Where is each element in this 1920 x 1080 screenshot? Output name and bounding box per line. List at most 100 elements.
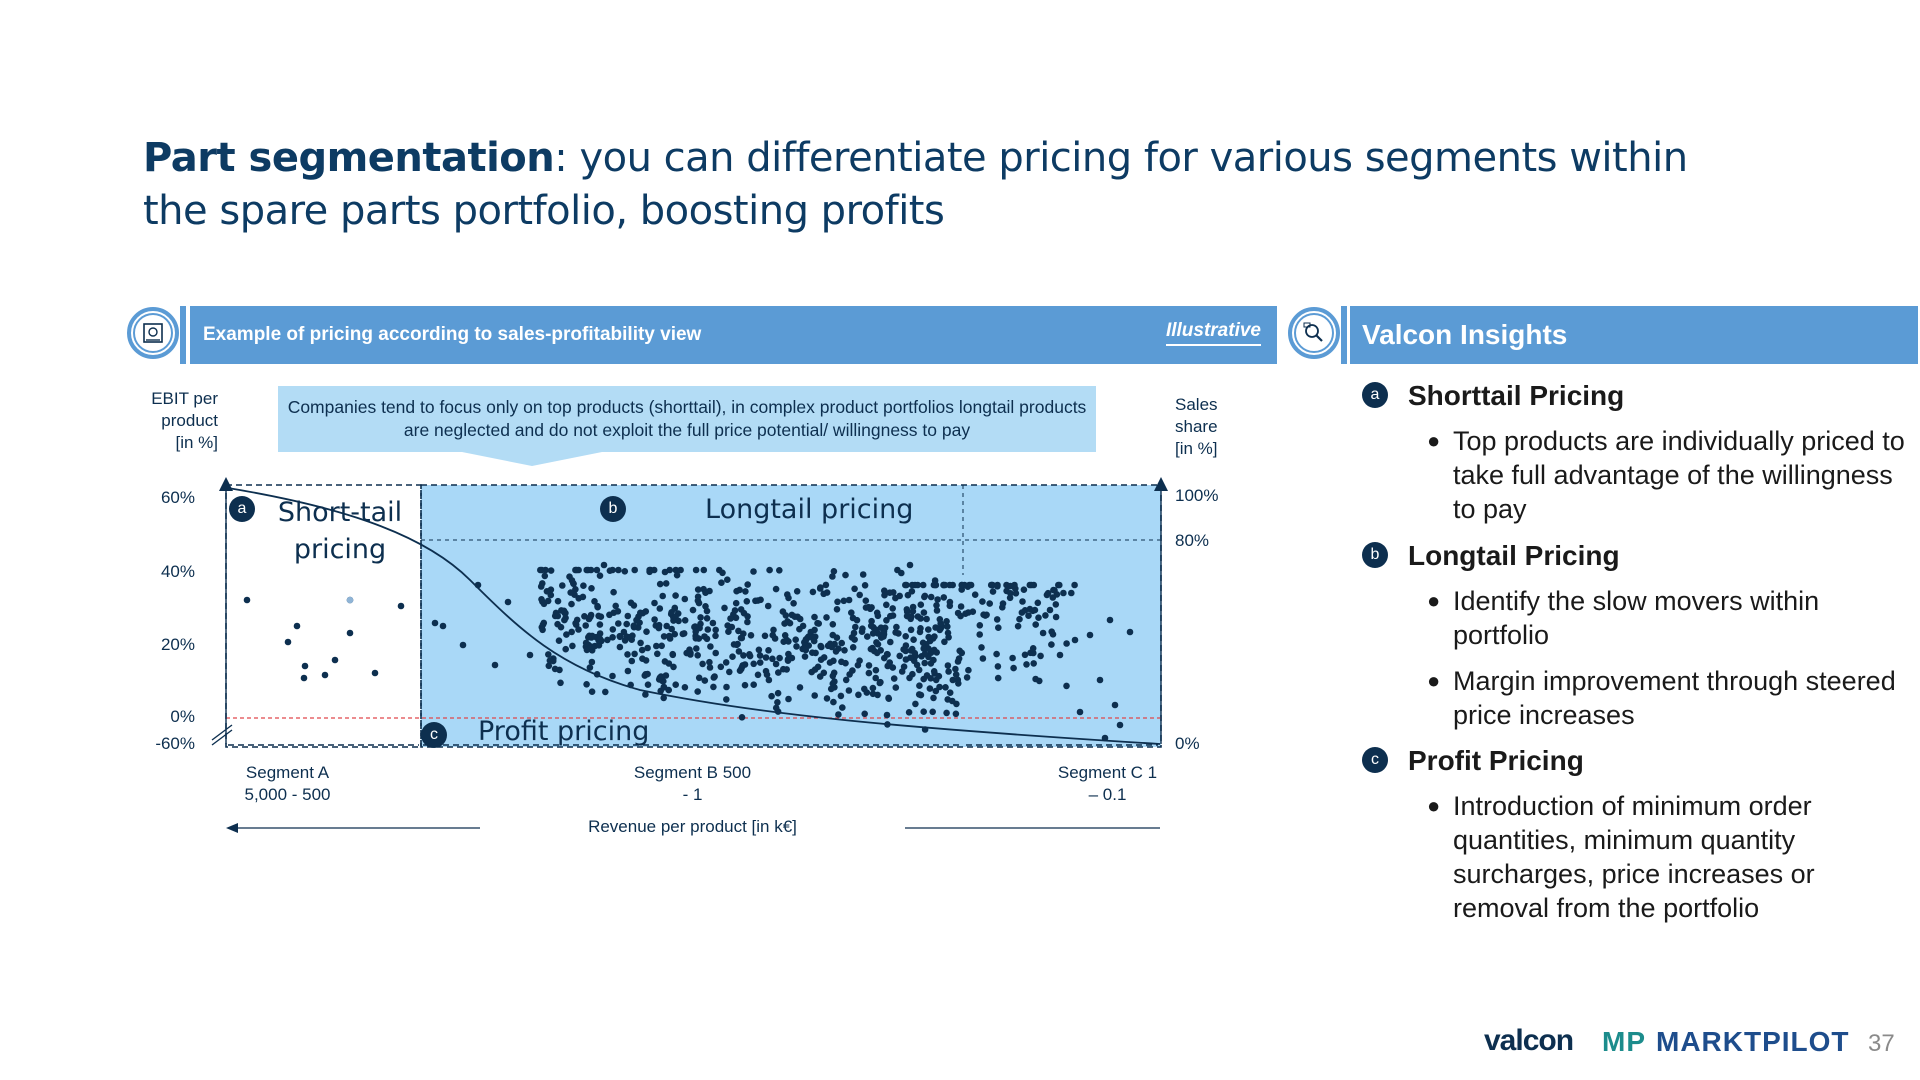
data-point	[864, 633, 871, 640]
data-point	[609, 672, 616, 680]
data-point	[862, 597, 870, 604]
data-point	[1035, 614, 1042, 621]
data-point	[944, 623, 951, 630]
data-point	[694, 652, 701, 659]
data-point	[1056, 581, 1063, 589]
data-point	[865, 669, 873, 677]
data-point	[769, 655, 776, 663]
y-left-label: EBIT per product [in %]	[151, 389, 218, 452]
data-point	[243, 596, 251, 604]
data-point	[785, 695, 792, 703]
axis-break-1	[211, 729, 233, 746]
data-point	[1016, 615, 1023, 623]
data-point	[802, 646, 810, 654]
data-point	[763, 671, 771, 678]
data-point	[1096, 676, 1104, 684]
data-point	[952, 710, 960, 718]
data-point	[774, 699, 781, 706]
data-point	[665, 632, 673, 640]
data-point	[874, 612, 882, 620]
data-point	[706, 658, 713, 666]
data-point	[786, 619, 794, 627]
data-point	[539, 621, 547, 628]
data-point	[775, 669, 782, 676]
data-point	[711, 673, 718, 680]
left-panel-header: Example of pricing according to sales-pr…	[190, 306, 1277, 364]
data-point	[594, 602, 601, 610]
insight-b-badge: b	[1362, 542, 1388, 568]
data-point	[780, 665, 787, 673]
data-point	[791, 613, 799, 620]
y-left-tick: 40%	[160, 562, 195, 581]
data-point	[930, 694, 937, 702]
data-point	[774, 689, 782, 697]
data-point	[691, 623, 699, 630]
data-point	[886, 589, 894, 596]
data-point	[638, 646, 646, 654]
data-point	[910, 636, 917, 643]
data-point	[642, 657, 650, 664]
insight-bullet: ● Identify the slow movers within portfol…	[1427, 586, 1820, 650]
data-point	[1076, 708, 1084, 716]
data-point	[883, 711, 891, 719]
data-point	[762, 654, 770, 661]
data-point	[735, 627, 742, 635]
data-point	[954, 676, 962, 684]
data-point	[832, 648, 840, 655]
data-point	[809, 588, 817, 596]
region-c-badge: c	[421, 722, 447, 748]
data-point	[756, 652, 764, 659]
data-point	[976, 631, 983, 638]
data-point	[849, 644, 857, 651]
data-point	[895, 630, 902, 637]
y-right-tick: 100%	[1175, 486, 1219, 505]
data-point	[567, 589, 574, 596]
data-point	[920, 609, 928, 616]
data-point	[672, 681, 679, 688]
data-point	[630, 622, 638, 629]
data-point	[704, 626, 712, 633]
data-point	[881, 591, 888, 599]
data-point	[346, 596, 354, 604]
data-point	[927, 593, 935, 601]
insight-a-bullets: ● Top products are individually priced to…	[1425, 424, 1905, 538]
data-point	[568, 577, 576, 584]
data-point	[1111, 701, 1119, 709]
data-point	[1032, 675, 1039, 683]
data-point	[889, 664, 897, 671]
data-point	[582, 639, 590, 647]
data-point	[801, 653, 809, 660]
data-point	[727, 615, 734, 622]
data-point	[942, 684, 949, 691]
data-point	[915, 666, 923, 674]
data-point	[740, 652, 747, 659]
data-point	[554, 597, 562, 605]
data-point	[898, 569, 905, 577]
data-point	[644, 681, 652, 688]
data-point	[833, 606, 841, 613]
data-point	[1071, 636, 1079, 644]
data-point	[687, 649, 694, 657]
data-point	[660, 694, 667, 702]
data-point	[602, 688, 609, 696]
data-point	[902, 647, 909, 655]
data-point	[822, 581, 830, 589]
data-point	[1020, 586, 1028, 593]
pricing-chart-icon	[127, 307, 179, 359]
data-point	[655, 624, 663, 632]
data-point	[919, 581, 927, 589]
data-point	[723, 683, 730, 691]
y-left-tick: 0%	[170, 707, 195, 726]
data-point	[954, 658, 962, 665]
profit-pricing-label: Profit pricing	[478, 716, 650, 747]
data-point	[717, 663, 725, 671]
data-point	[643, 628, 650, 635]
data-point	[1106, 616, 1114, 624]
data-point	[723, 696, 730, 703]
data-point	[654, 650, 661, 658]
data-point	[1116, 721, 1124, 729]
data-point	[583, 566, 590, 574]
data-point	[692, 635, 700, 642]
data-point	[770, 626, 777, 634]
data-point	[1007, 582, 1014, 590]
